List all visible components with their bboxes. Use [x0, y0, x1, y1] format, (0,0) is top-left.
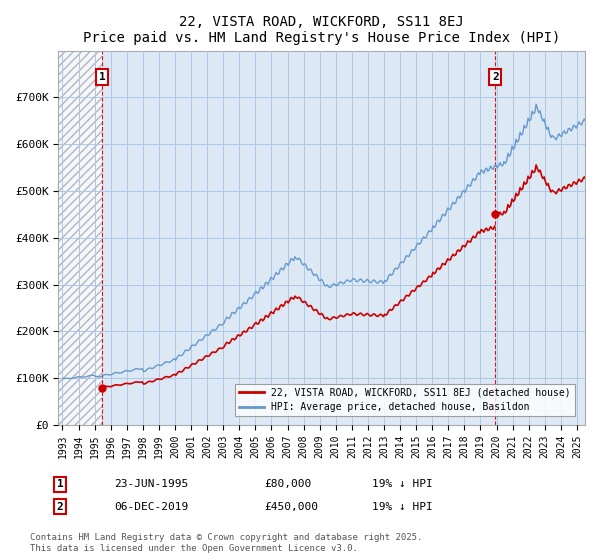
Text: 19% ↓ HPI: 19% ↓ HPI: [372, 502, 433, 512]
22, VISTA ROAD, WICKFORD, SS11 8EJ (detached house): [575, 176, 583, 183]
HPI: Average price, detached house, Basildon: (2.01e+03, 2.86e+05): Average price, detached house, Basildon:…: [253, 288, 260, 295]
Text: Contains HM Land Registry data © Crown copyright and database right 2025.
This d: Contains HM Land Registry data © Crown c…: [30, 534, 422, 553]
22, VISTA ROAD, WICKFORD, SS11 8EJ (detached house): [578, 179, 585, 185]
HPI: Average price, detached house, Basildon: (2.02e+03, 5.89e+05): Average price, detached house, Basildon:…: [510, 146, 517, 153]
Text: 1: 1: [99, 72, 106, 82]
22, VISTA ROAD, WICKFORD, SS11 8EJ (detached house): [526, 175, 533, 181]
22, VISTA ROAD, WICKFORD, SS11 8EJ (detached house): [532, 162, 539, 169]
22, VISTA ROAD, WICKFORD, SS11 8EJ (detached house): [494, 213, 501, 220]
22, VISTA ROAD, WICKFORD, SS11 8EJ (detached house): [543, 182, 550, 189]
Text: 2: 2: [56, 502, 64, 512]
Text: 1: 1: [56, 479, 64, 489]
22, VISTA ROAD, WICKFORD, SS11 8EJ (detached house): [493, 211, 500, 217]
HPI: Average price, detached house, Basildon: (1.99e+03, 9.85e+04): Average price, detached house, Basildon:…: [59, 376, 67, 382]
HPI: Average price, detached house, Basildon: (2.02e+03, 6.85e+05): Average price, detached house, Basildon:…: [532, 101, 539, 108]
HPI: Average price, detached house, Basildon: (2.03e+03, 6.56e+05): Average price, detached house, Basildon:…: [589, 114, 596, 121]
Legend: 22, VISTA ROAD, WICKFORD, SS11 8EJ (detached house), HPI: Average price, detache: 22, VISTA ROAD, WICKFORD, SS11 8EJ (deta…: [235, 384, 575, 417]
Text: 06-DEC-2019: 06-DEC-2019: [114, 502, 188, 512]
Text: £450,000: £450,000: [264, 502, 318, 512]
HPI: Average price, detached house, Basildon: (2.02e+03, 4.47e+05): Average price, detached house, Basildon:…: [442, 213, 449, 220]
HPI: Average price, detached house, Basildon: (2e+03, 2.59e+05): Average price, detached house, Basildon:…: [239, 301, 246, 307]
HPI: Average price, detached house, Basildon: (2e+03, 1.03e+05): Average price, detached house, Basildon:…: [94, 374, 101, 380]
HPI: Average price, detached house, Basildon: (2.03e+03, 6.41e+05): Average price, detached house, Basildon:…: [578, 122, 585, 128]
Line: HPI: Average price, detached house, Basildon: HPI: Average price, detached house, Basi…: [63, 104, 592, 379]
Text: £80,000: £80,000: [264, 479, 311, 489]
22, VISTA ROAD, WICKFORD, SS11 8EJ (detached house): [582, 176, 589, 183]
Title: 22, VISTA ROAD, WICKFORD, SS11 8EJ
Price paid vs. HM Land Registry's House Price: 22, VISTA ROAD, WICKFORD, SS11 8EJ Price…: [83, 15, 560, 45]
22, VISTA ROAD, WICKFORD, SS11 8EJ (detached house): [589, 172, 596, 179]
Text: 2: 2: [492, 72, 499, 82]
Text: 23-JUN-1995: 23-JUN-1995: [114, 479, 188, 489]
22, VISTA ROAD, WICKFORD, SS11 8EJ (detached house): [515, 191, 522, 198]
Line: 22, VISTA ROAD, WICKFORD, SS11 8EJ (detached house): 22, VISTA ROAD, WICKFORD, SS11 8EJ (deta…: [496, 165, 592, 217]
Text: 19% ↓ HPI: 19% ↓ HPI: [372, 479, 433, 489]
